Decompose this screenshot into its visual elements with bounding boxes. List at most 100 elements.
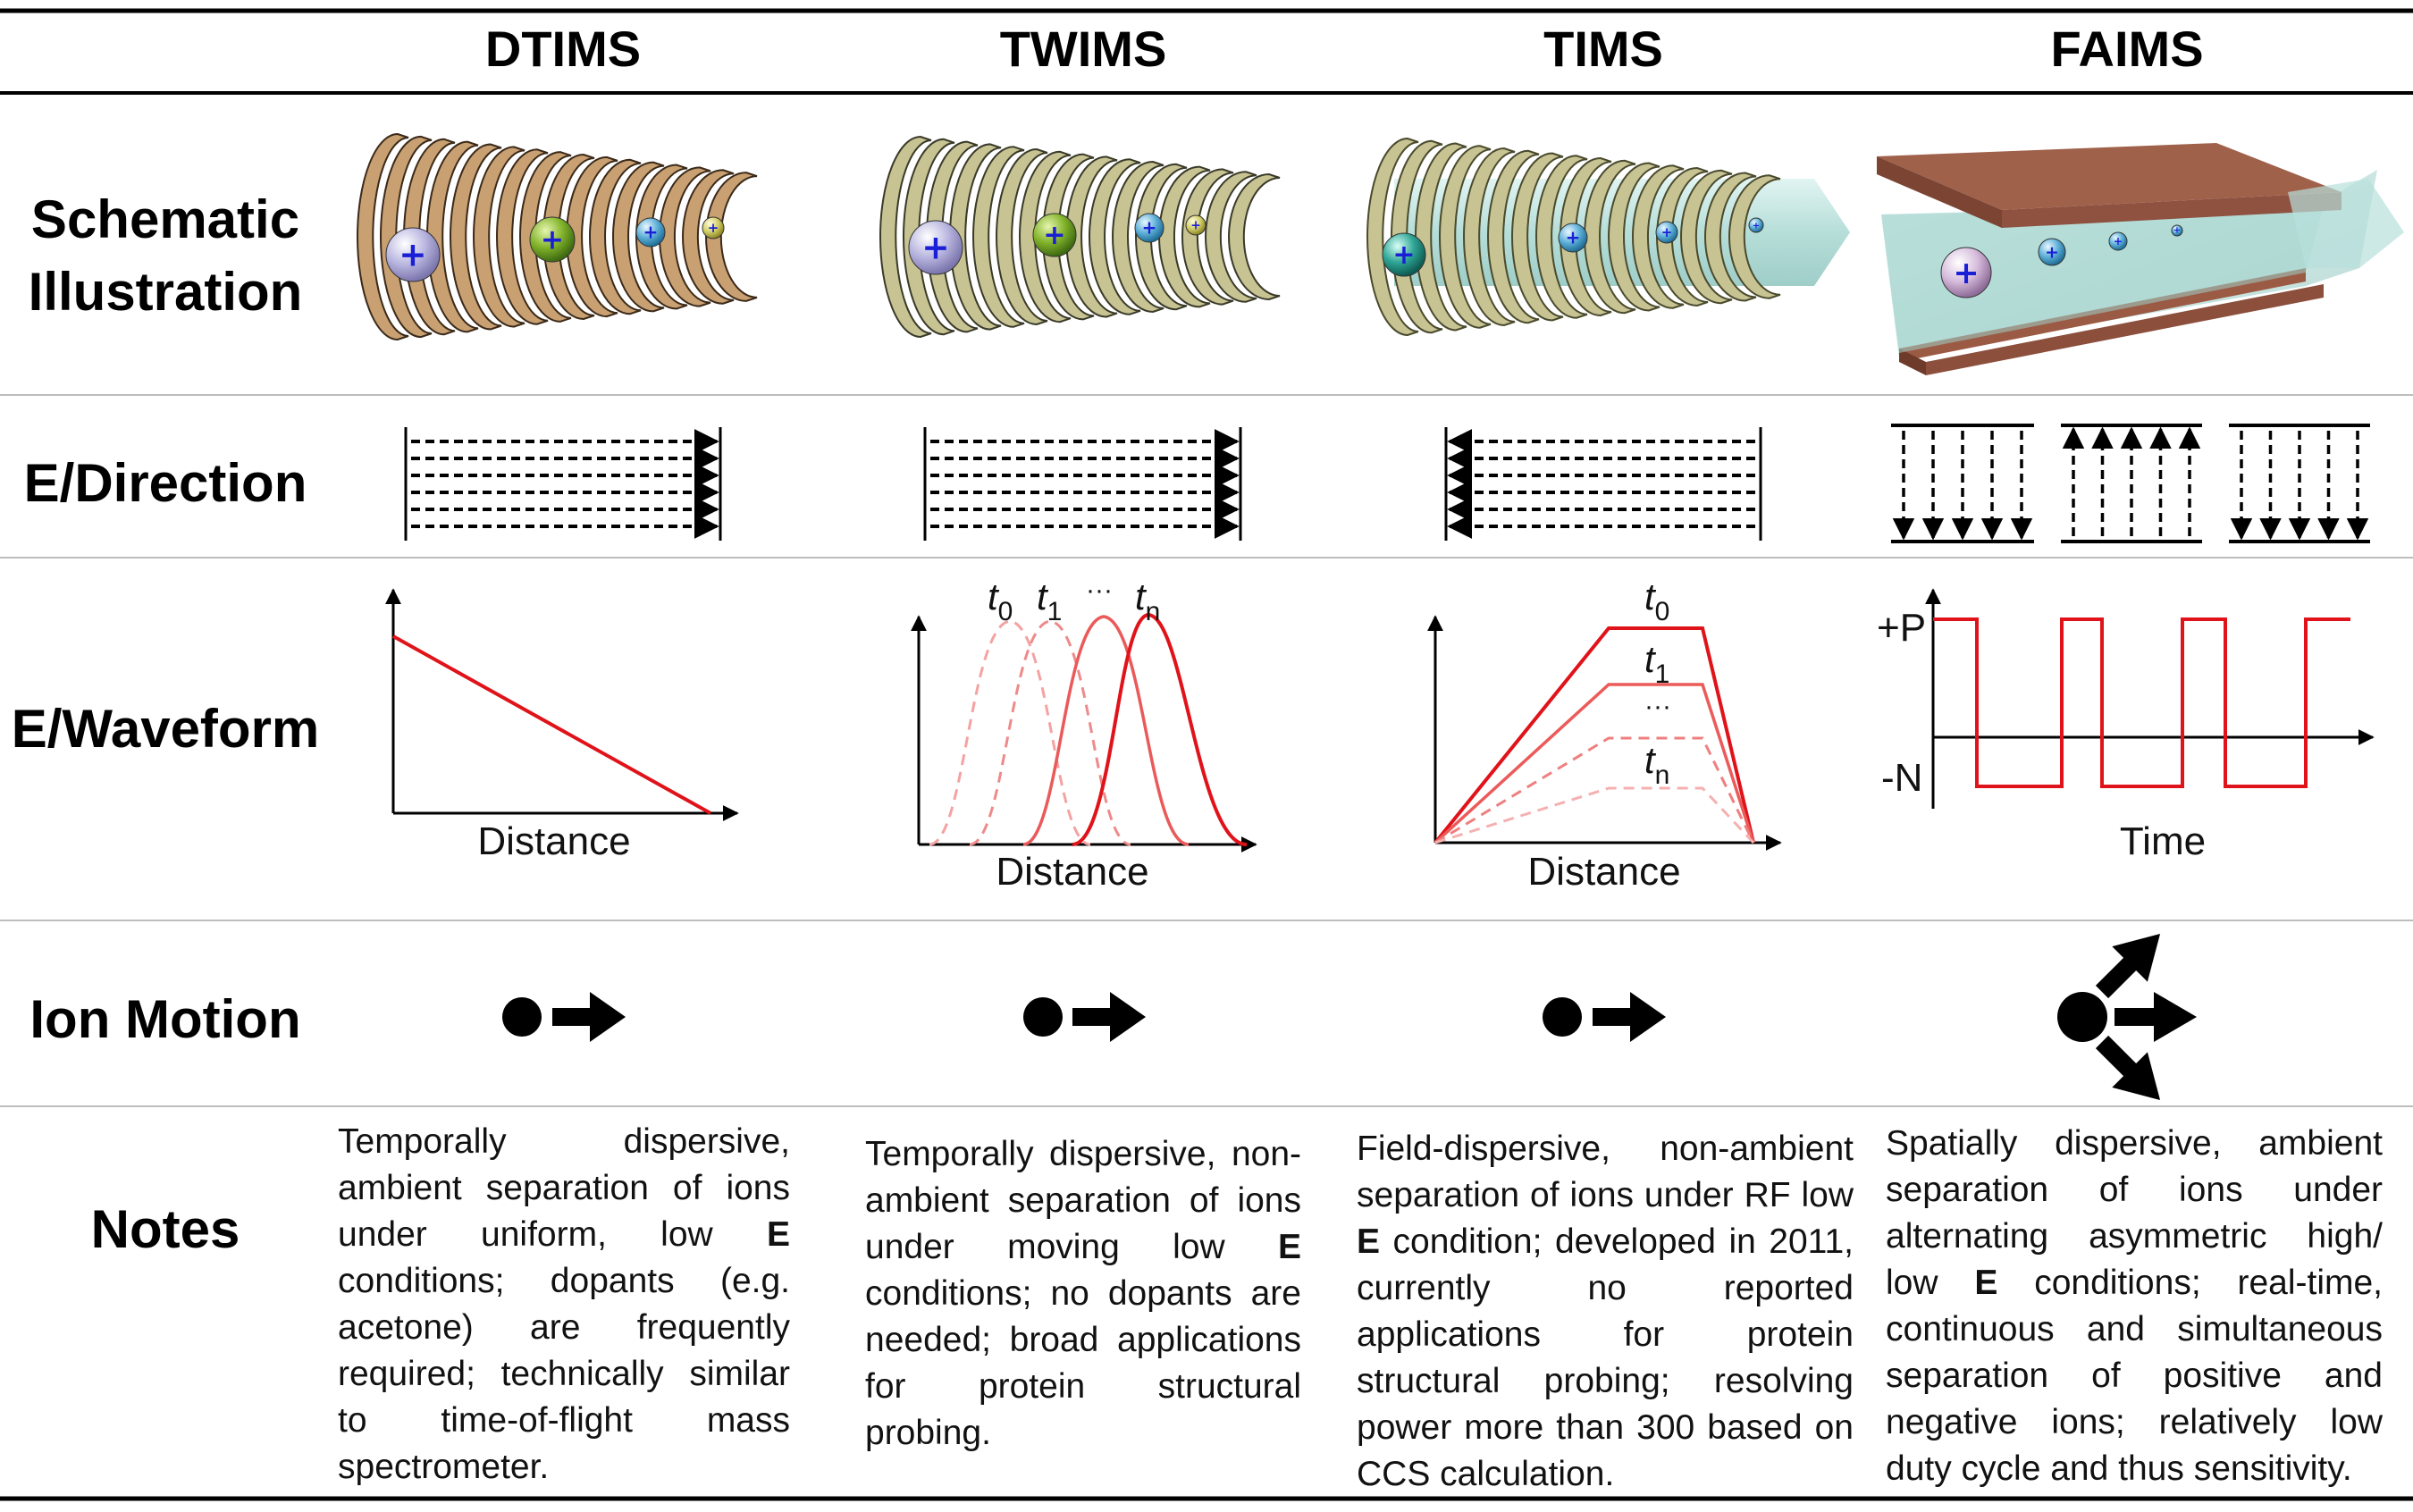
dtims-ion-small: + xyxy=(635,217,666,248)
twims-ring xyxy=(1228,172,1281,301)
twims-wave-t0 xyxy=(929,619,1091,846)
twims-ring xyxy=(972,146,1025,328)
tims-ellipsis-label: ··· xyxy=(1644,692,1671,721)
faims-motion-arrow-right xyxy=(2115,992,2197,1042)
row-label-waveform: E/Waveform xyxy=(11,699,320,759)
faims-pos-label: +P xyxy=(1877,606,1926,650)
row-label-schematic-line1: Schematic xyxy=(30,189,300,249)
tims-wave-t2 xyxy=(1434,736,1755,844)
twims-ring xyxy=(1181,168,1234,306)
tims-x-label: Distance xyxy=(1527,850,1680,894)
twims-ring xyxy=(879,135,932,339)
tims-ring xyxy=(1608,162,1661,312)
dtims-ring xyxy=(705,172,758,302)
tims-t0-label: t0 xyxy=(1644,575,1669,626)
twims-ion-small-charge: + xyxy=(1142,217,1157,239)
faims-ion-1: + xyxy=(1940,247,1992,298)
row-label-notes: Notes xyxy=(90,1199,240,1259)
faims-ion-dot xyxy=(2057,992,2107,1042)
dtims-ring xyxy=(426,140,479,333)
faims-x-label: Time xyxy=(2120,819,2206,863)
row-label-direction: E/Direction xyxy=(23,453,307,513)
twims-ion-tiny-charge: + xyxy=(1190,219,1201,233)
dtims-ion-large: + xyxy=(385,227,441,282)
dtims-ion-motion xyxy=(502,992,626,1042)
twims-t1-label: t1 xyxy=(1037,575,1062,626)
tims-ring xyxy=(1656,166,1709,307)
dtims-ring xyxy=(682,169,735,305)
dtims-field-direction xyxy=(404,427,722,541)
twims-ring xyxy=(1042,153,1095,321)
faims-notes: Spatially dispersive, ambient separation… xyxy=(1886,1124,2384,1488)
twims-wave-t2 xyxy=(1022,615,1190,846)
twims-tn-label: tn xyxy=(1135,575,1160,626)
tims-ring xyxy=(1487,149,1540,324)
twims-ring xyxy=(996,147,1048,326)
tims-ion-3: + xyxy=(1655,221,1678,244)
faims-field-direction xyxy=(1891,424,2370,543)
column-header-tims: TIMS xyxy=(1543,21,1663,77)
tims-notes: Field-dispersive, non-ambient separation… xyxy=(1357,1130,1854,1493)
twims-ring xyxy=(1158,165,1211,308)
twims-ion-large-charge: + xyxy=(921,228,949,267)
dtims-ring xyxy=(589,158,642,315)
column-header-faims: FAIMS xyxy=(2050,21,2204,77)
dtims-motion-arrow xyxy=(552,992,626,1042)
dtims-ring xyxy=(380,135,433,339)
tims-ring xyxy=(1584,159,1636,315)
twims-waveform-plot: t0 t1 ··· tn Distance xyxy=(911,575,1257,894)
twims-ring xyxy=(1019,150,1072,323)
dtims-field-line xyxy=(392,634,711,815)
dtims-ion-small-charge: + xyxy=(643,222,659,243)
dtims-schematic xyxy=(357,132,758,341)
dtims-ion-large-charge: + xyxy=(399,235,426,274)
twims-ion-motion xyxy=(1023,992,1146,1042)
tims-ion-1-charge: + xyxy=(1392,239,1415,271)
faims-square-wave xyxy=(1933,617,2350,788)
tims-ring xyxy=(1415,142,1467,332)
schematic-ions: + + + + + + + + + + + + + + + + xyxy=(385,213,2183,298)
faims-ion-4-charge: + xyxy=(2173,226,2181,236)
row-label-schematic: Schematic Illustration xyxy=(0,183,331,328)
tims-t1-label: t1 xyxy=(1644,638,1669,689)
tims-waveform-plot: t0 t1 ··· tn Distance xyxy=(1427,575,1782,894)
twims-ring xyxy=(1112,160,1164,314)
dtims-ring xyxy=(659,166,711,307)
twims-ring xyxy=(949,143,1002,331)
dtims-x-label: Distance xyxy=(477,819,630,863)
tims-ion-1: + xyxy=(1382,232,1426,277)
faims-ion-2-charge: + xyxy=(2045,243,2059,262)
twims-ion-small: + xyxy=(1134,213,1164,243)
dtims-ring xyxy=(612,161,665,313)
tims-wave-tn xyxy=(1434,786,1755,844)
tims-field-direction xyxy=(1444,427,1762,541)
twims-wave-tn xyxy=(1072,612,1248,846)
twims-ring xyxy=(1065,155,1118,318)
dtims-ion-medium-charge: + xyxy=(541,224,564,256)
tims-ring xyxy=(1632,164,1685,309)
tims-ring xyxy=(1704,172,1757,302)
twims-notes: Temporally dispersive, non-ambient separ… xyxy=(865,1135,1301,1452)
dtims-ring xyxy=(403,138,456,336)
twims-t0-label: t0 xyxy=(988,575,1013,626)
column-header-twims: TWIMS xyxy=(999,21,1167,77)
tims-ring xyxy=(1391,139,1443,334)
tims-motion-arrow xyxy=(1593,992,1666,1042)
tims-ion-3-charge: + xyxy=(1661,224,1673,240)
tims-ion-4: + xyxy=(1748,217,1764,233)
twims-ion-tiny: + xyxy=(1185,214,1206,236)
tims-tn-label: tn xyxy=(1644,739,1669,790)
twims-ion-medium-charge: + xyxy=(1043,220,1065,251)
twims-ion-dot xyxy=(1023,997,1063,1037)
tims-ring xyxy=(1535,155,1588,319)
tims-ring xyxy=(1680,169,1733,305)
tims-wave-t1 xyxy=(1434,683,1755,844)
faims-top-plate xyxy=(1877,143,2342,210)
twims-ring xyxy=(926,140,979,333)
faims-ion-4: + xyxy=(2171,224,2183,237)
faims-ion-motion xyxy=(2057,933,2197,1101)
dtims-ion-tiny-charge: + xyxy=(708,220,719,236)
twims-x-label: Distance xyxy=(996,850,1148,894)
tims-ring xyxy=(1728,174,1781,299)
